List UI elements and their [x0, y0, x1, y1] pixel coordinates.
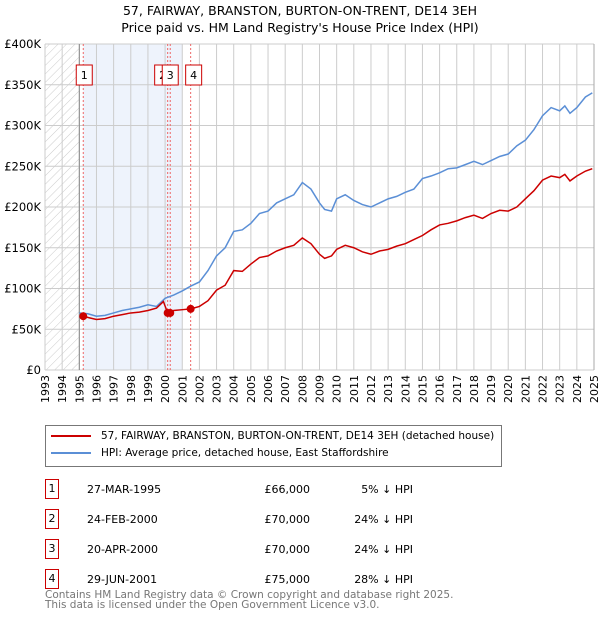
y-tick-label: £350K [4, 78, 41, 92]
sale-date: 27-MAR-1995 [87, 483, 162, 496]
x-tick-label: 2024 [571, 375, 584, 403]
footer-licence: This data is licensed under the Open Gov… [45, 599, 380, 611]
x-tick-label: 2016 [434, 375, 447, 403]
x-tick-label: 1999 [142, 375, 155, 403]
x-tick-label: 2007 [279, 375, 292, 403]
sale-hpi-diff: 28% ↓ HPI [354, 573, 413, 586]
x-tick-label: 1998 [125, 375, 138, 403]
y-tick-label: £100K [4, 282, 41, 296]
sale-number-badge: 3 [45, 539, 59, 559]
y-tick-label: £150K [4, 241, 41, 255]
y-tick-label: £0 [26, 363, 41, 377]
x-tick-label: 1993 [39, 375, 52, 403]
chart-subtitle: Price paid vs. HM Land Registry's House … [121, 20, 479, 35]
x-tick-label: 2014 [399, 375, 412, 403]
x-tick-label: 2022 [537, 375, 550, 403]
x-tick-label: 1997 [108, 375, 121, 403]
x-tick-label: 2002 [193, 375, 206, 403]
sale-date: 24-FEB-2000 [87, 513, 158, 526]
x-tick-label: 2003 [211, 375, 224, 403]
x-tick-label: 2010 [331, 375, 344, 403]
x-tick-label: 2025 [588, 375, 600, 403]
x-tick-label: 2018 [468, 375, 481, 403]
sale-date: 20-APR-2000 [87, 543, 159, 556]
sale-hpi-diff: 24% ↓ HPI [354, 543, 413, 556]
x-tick-label: 2012 [365, 375, 378, 403]
x-tick-label: 2005 [245, 375, 258, 403]
x-tick-label: 2017 [451, 375, 464, 403]
sale-marker-label: 1 [81, 69, 88, 82]
x-tick-label: 2021 [519, 375, 532, 403]
chart-legend: 57, FAIRWAY, BRANSTON, BURTON-ON-TRENT, … [45, 425, 502, 467]
x-tick-label: 2015 [416, 375, 429, 403]
sale-price: £70,000 [264, 513, 311, 526]
x-tick-label: 1995 [73, 375, 86, 403]
y-tick-label: £50K [12, 322, 42, 336]
sale-hpi-diff: 24% ↓ HPI [354, 513, 413, 526]
x-tick-label: 1996 [90, 375, 103, 403]
legend-swatch-hpi [51, 452, 91, 454]
sale-point [79, 312, 88, 321]
sale-marker-box [75, 64, 93, 86]
sale-point [166, 308, 175, 317]
x-tick-label: 2000 [159, 375, 172, 403]
x-tick-label: 2011 [348, 375, 361, 403]
x-tick-label: 2004 [228, 375, 241, 403]
y-tick-label: £300K [4, 119, 41, 133]
sale-marker-label: 3 [167, 69, 174, 82]
sale-number-badge: 2 [45, 509, 59, 529]
legend-swatch-property [51, 435, 91, 437]
sale-marker-box [161, 64, 179, 86]
price-chart: 1993 1994 1995 1996 1997 1998 1999 2000 2001 2002… [4, 37, 600, 403]
x-tick-label: 2020 [502, 375, 515, 403]
sale-marker-box [185, 64, 203, 86]
sale-price: £75,000 [264, 573, 311, 586]
chart-title: 57, FAIRWAY, BRANSTON, BURTON-ON-TRENT, … [122, 3, 478, 18]
y-tick-label: £400K [4, 37, 41, 51]
legend-label-property: 57, FAIRWAY, BRANSTON, BURTON-ON-TRENT, … [101, 430, 495, 442]
sale-hpi-diff: 5% ↓ HPI [361, 483, 413, 496]
x-tick-label: 2006 [262, 375, 275, 403]
hpi-line [79, 92, 593, 317]
x-tick-label: 2019 [485, 375, 498, 403]
sale-date: 29-JUN-2001 [87, 573, 158, 586]
x-tick-label: 2009 [314, 375, 327, 403]
y-tick-label: £250K [4, 159, 41, 173]
sale-point [186, 304, 195, 313]
x-tick-label: 2023 [554, 375, 567, 403]
legend-label-hpi: HPI: Average price, detached house, East… [101, 447, 389, 459]
sale-price: £66,000 [264, 483, 311, 496]
footer: Contains HM Land Registry data © Crown c… [45, 589, 454, 611]
property-price-line [83, 167, 593, 321]
sale-number-badge: 4 [45, 569, 59, 589]
x-tick-label: 2008 [296, 375, 309, 403]
sale-number-badge: 1 [45, 479, 59, 499]
y-tick-label: £200K [4, 200, 41, 214]
x-tick-label: 2013 [382, 375, 395, 403]
x-tick-label: 1994 [56, 375, 69, 403]
sale-price: £70,000 [264, 543, 311, 556]
footer-copyright: Contains HM Land Registry data © Crown c… [45, 589, 454, 601]
sale-marker-label: 4 [190, 69, 197, 82]
x-tick-label: 2001 [176, 375, 189, 403]
